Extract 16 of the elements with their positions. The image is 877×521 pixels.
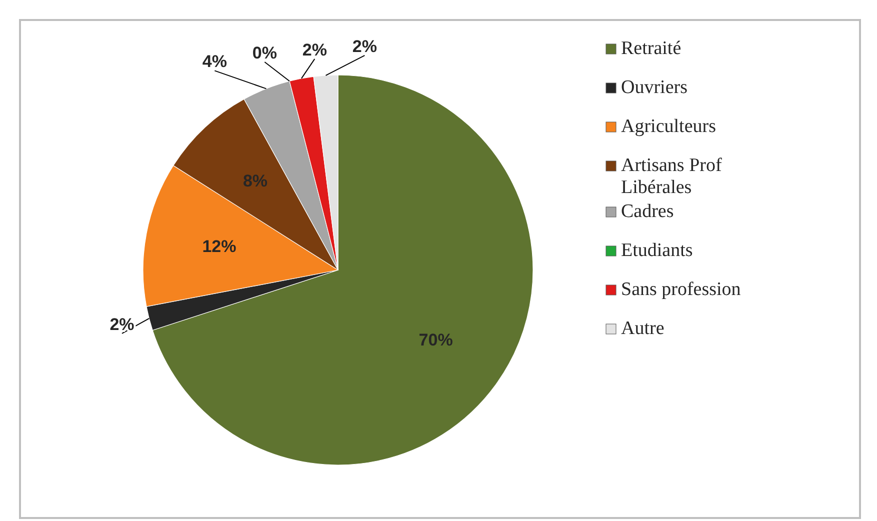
data-label: 2%	[352, 36, 377, 56]
data-label: 2%	[302, 40, 327, 60]
data-label: 2%	[110, 314, 134, 334]
legend-label: Ouvriers	[621, 77, 688, 98]
data-label: 12%	[202, 236, 236, 256]
data-label: 8%	[242, 171, 268, 190]
legend-label: Artisans Prof Libérales	[621, 155, 722, 198]
legend-label: Agriculteurs	[621, 116, 716, 138]
text: 0%	[252, 43, 277, 62]
legend-label: Retraité	[621, 38, 682, 60]
legend-label: Etudiants	[621, 240, 693, 262]
legend-label: Autre	[621, 318, 664, 340]
data-label: 4%	[202, 52, 227, 72]
legend-label: Sans profession	[621, 279, 742, 300]
data-label: 70%	[418, 330, 453, 350]
legend-label: Cadres	[621, 201, 674, 222]
